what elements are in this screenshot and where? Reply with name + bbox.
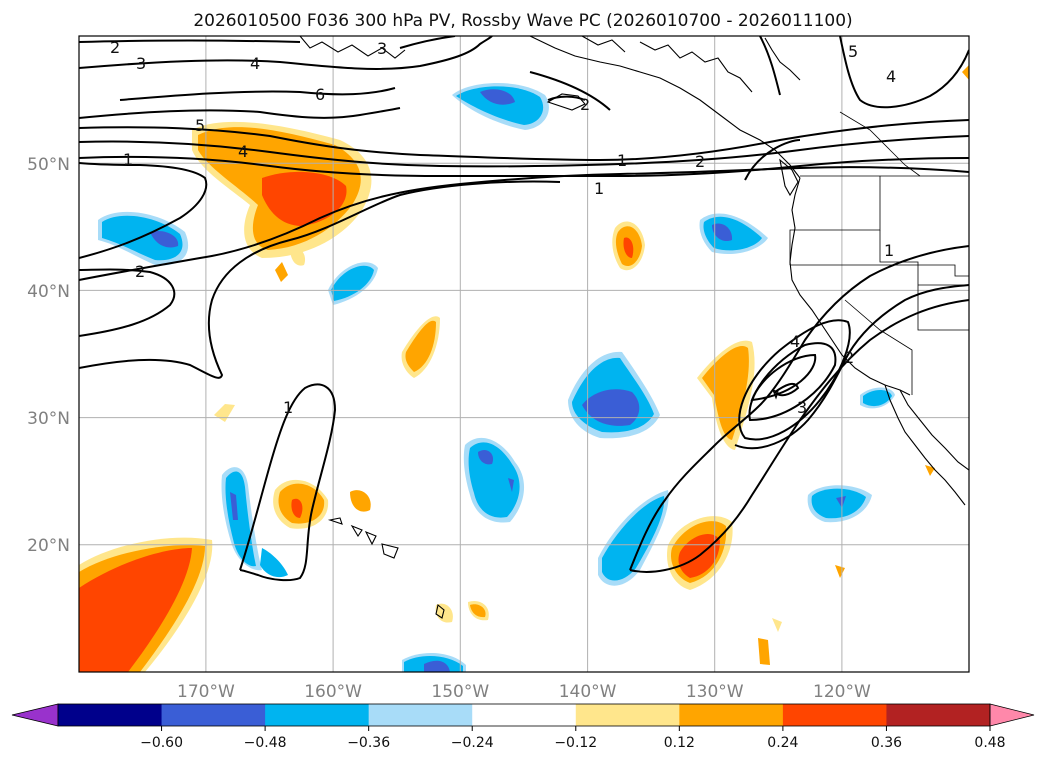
colorbar-tick-label: 0.12 [664,735,695,751]
chart-title: 2026010500 F036 300 hPa PV, Rossby Wave … [193,11,852,31]
colorbar-frame [57,703,991,727]
lon-tick-label: 170°W [177,682,235,702]
negative-anomalies [98,82,895,672]
contour-label: 3 [136,54,146,73]
colorbar-extend-low [11,703,59,727]
lon-tick-label: 160°W [304,682,362,702]
positive-anomaly-hawaii-west [273,479,371,529]
contour-label: 5 [848,42,858,61]
colorbar-bin [782,704,887,726]
colorbar-tick-label: 0.24 [767,735,798,751]
contour-label: 2 [110,38,120,57]
pc-contours [79,36,969,582]
colorbar-bin [472,704,577,726]
contour-label: 2 [135,262,145,281]
contour-label: 2 [580,95,590,114]
contour-label: 3 [797,398,807,417]
lat-tick-label: 20°N [27,536,70,556]
map-frame [78,35,970,673]
contour-label: 2 [844,348,854,367]
graticule [79,36,969,672]
contour-label: 1 [884,241,894,260]
colorbar-tick-label: 0.48 [974,735,1005,751]
positive-anomaly-southwest [79,537,213,672]
lon-tick-label: 150°W [431,682,489,702]
colorbar: −0.60 −0.48 −0.36 −0.24 −0.12 0.12 0.24 0.36 0.4… [11,703,1035,751]
contour-label: 1 [283,398,293,417]
contour-label: 5 [195,116,205,135]
contour-label: 1 [617,151,627,170]
colorbar-bin [368,704,473,726]
contour-label: 4 [238,142,248,161]
colorbar-bin [575,704,680,726]
colorbar-tick-label: −0.48 [244,735,287,751]
contour-label: 4 [886,67,896,86]
colorbar-tick-label: −0.24 [451,735,494,751]
colorbar-bin [161,704,266,726]
contour-label: 2 [695,152,705,171]
contour-label: 4 [790,332,800,351]
lon-tick-label: 140°W [559,682,617,702]
contour-labels: 2 3 4 5 6 1 3 2 1 2 1 4 5 4 1 4 2 3 1 2 [110,38,896,417]
contour-label: 4 [250,54,260,73]
lat-tick-label: 40°N [27,282,70,302]
lat-tick-label: 50°N [27,155,70,175]
colorbar-extend-high [989,703,1035,727]
colorbar-bin [265,704,370,726]
lat-tick-label: 30°N [27,409,70,429]
coastlines [299,36,969,619]
lon-tick-label: 120°W [813,682,871,702]
lon-tick-label: 130°W [686,682,744,702]
contour-label: 3 [377,39,387,58]
lat-tick-labels: 20°N 30°N 40°N 50°N [27,155,70,556]
contour-label: 1 [123,150,133,169]
colorbar-tick-label: −0.36 [347,735,390,751]
colorbar-tick-label: 0.36 [871,735,902,751]
colorbar-bin [679,704,784,726]
contour-label: 6 [315,85,325,104]
lon-tick-labels: 170°W 160°W 150°W 140°W 130°W 120°W [177,682,871,702]
colorbar-bin [886,704,991,726]
colorbar-tick-label: −0.12 [554,735,597,751]
contour-label: 1 [594,179,604,198]
colorbar-bin [58,704,163,726]
map-area: 2 3 4 5 6 1 3 2 1 2 1 4 5 4 1 4 2 3 1 2 [79,36,969,672]
colorbar-tick-label: −0.60 [140,735,183,751]
political-borders [789,111,969,395]
